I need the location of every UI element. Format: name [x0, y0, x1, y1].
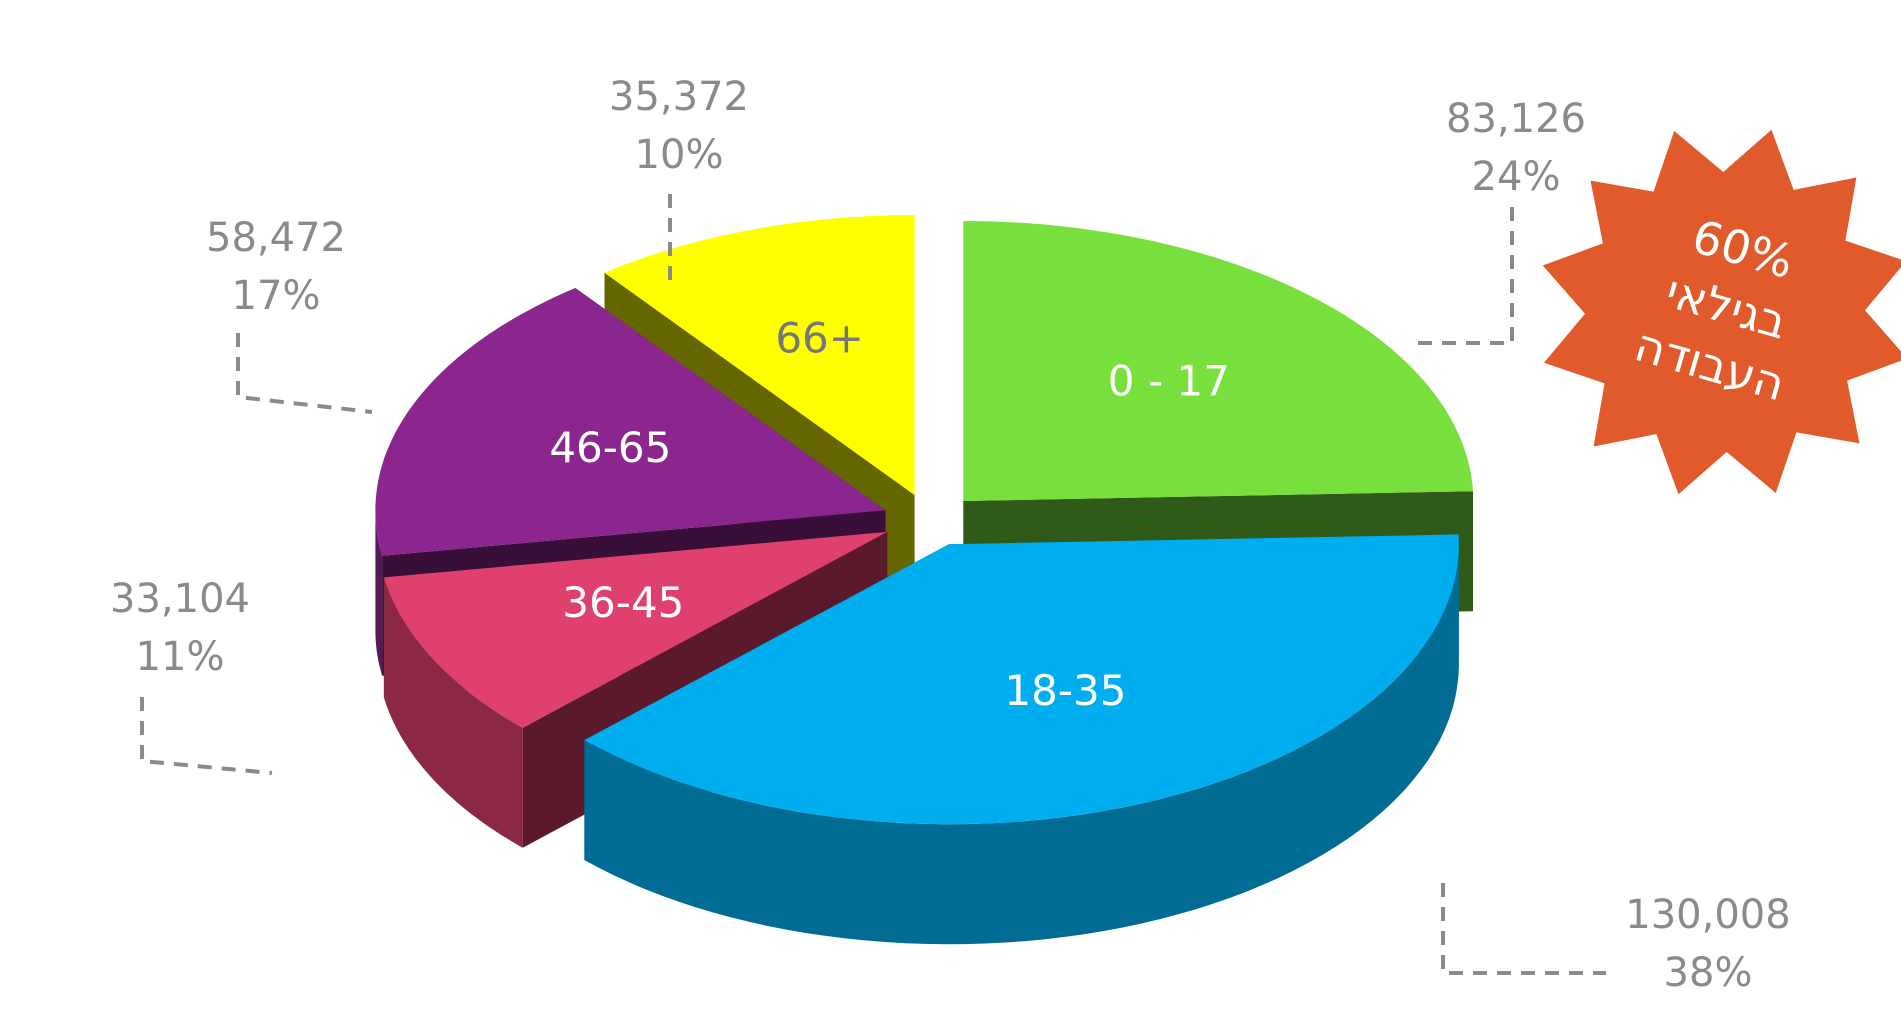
slice-side — [383, 577, 523, 848]
slice-side — [375, 510, 383, 676]
value-label: 33,104 — [110, 576, 250, 622]
slice-side — [584, 544, 1459, 945]
leader-line — [140, 697, 273, 775]
slice-top — [584, 534, 1459, 825]
value-label: 130,008 — [1625, 892, 1790, 938]
slice-label: 18-35 — [1004, 666, 1126, 715]
slice-label: 0 - 17 — [1108, 357, 1230, 406]
slice — [584, 534, 1459, 945]
value-label: 35,372 — [609, 74, 749, 120]
slice-top — [375, 288, 886, 556]
slice-top — [963, 221, 1473, 501]
slice-top — [604, 215, 915, 495]
percent-label: 24% — [1472, 154, 1561, 200]
slice-top — [383, 531, 888, 728]
percent-label: 17% — [232, 273, 321, 319]
percent-label: 11% — [136, 634, 225, 680]
leader-line — [1410, 207, 1514, 345]
starburst — [1542, 129, 1901, 495]
percent-label: 38% — [1664, 950, 1753, 996]
slice-label: 66+ — [775, 314, 864, 363]
leader-line — [1441, 883, 1606, 975]
percent-label: 10% — [635, 132, 724, 178]
slice-label: 36-45 — [562, 578, 684, 627]
slice-label: 46-65 — [549, 423, 671, 472]
leader-line — [236, 333, 373, 414]
value-label: 58,472 — [206, 215, 346, 261]
value-label: 83,126 — [1446, 96, 1586, 142]
